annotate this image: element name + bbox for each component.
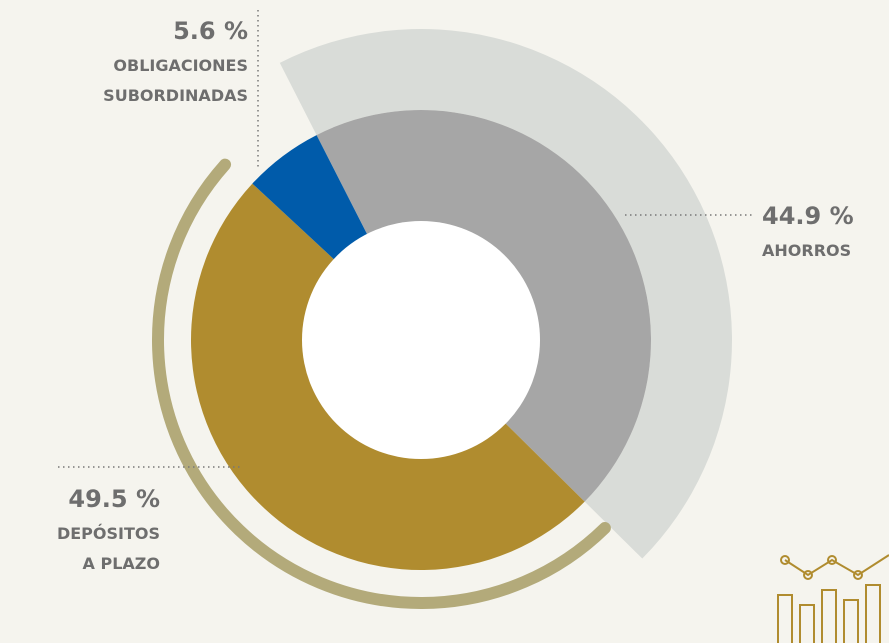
chart-icon [777, 554, 889, 643]
category-label: DEPÓSITOS [57, 524, 160, 543]
donut-segment [191, 183, 585, 570]
donut-segment [252, 135, 368, 261]
category-label: A PLAZO [83, 554, 160, 573]
category-label: SUBORDINADAS [103, 86, 248, 105]
donut-hole [302, 221, 540, 459]
donut-segment [316, 110, 651, 502]
category-label: OBLIGACIONES [113, 56, 248, 75]
category-label: AHORROS [762, 241, 851, 260]
value-label: 44.9 % [762, 202, 854, 230]
value-label: 5.6 % [173, 17, 248, 45]
highlight-arc [152, 158, 611, 609]
highlight-band [279, 28, 733, 559]
value-label: 49.5 % [68, 485, 160, 513]
